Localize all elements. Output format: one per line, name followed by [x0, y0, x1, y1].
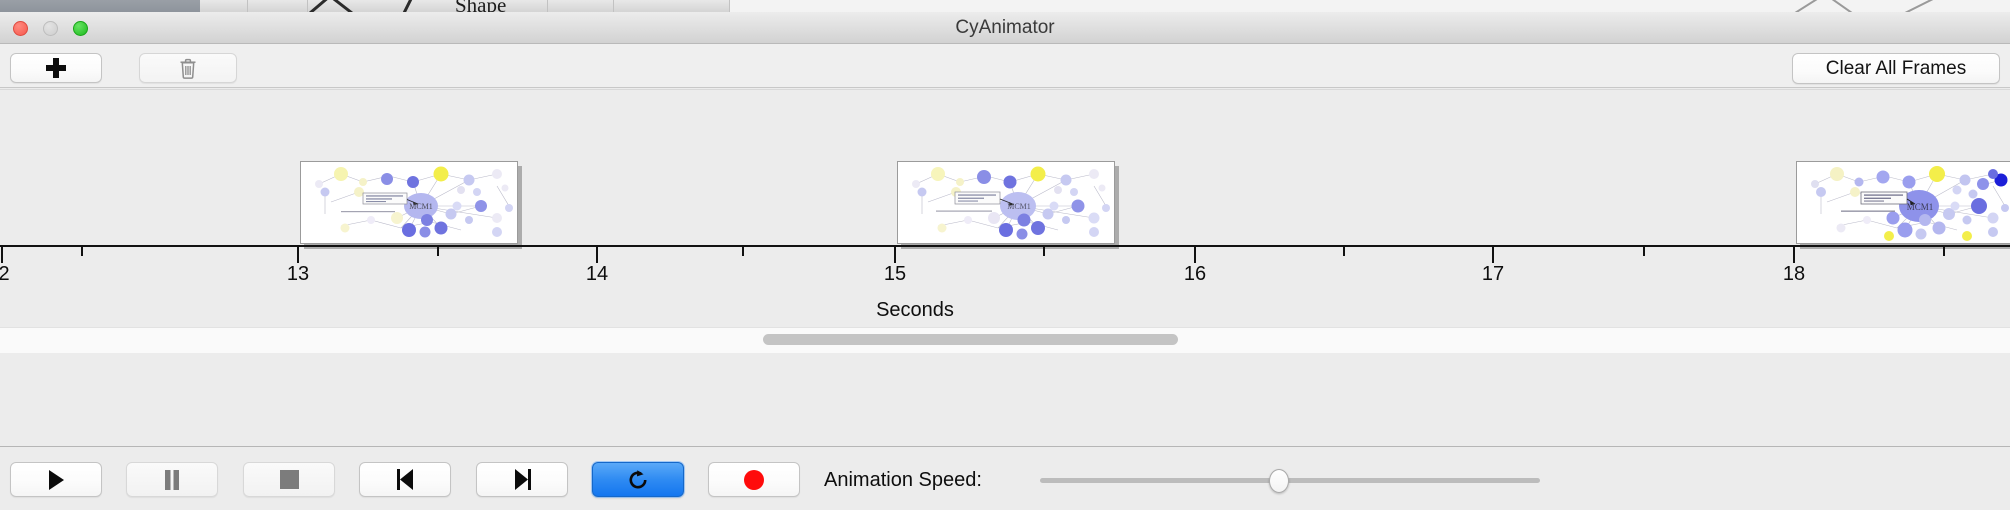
record-icon [744, 469, 764, 490]
axis-tick-label: 14 [585, 263, 609, 285]
stop-button[interactable] [243, 462, 335, 497]
axis-title: Seconds [0, 299, 2010, 322]
axis-tick-minor [742, 247, 744, 256]
axis-tick-label: 18 [1782, 263, 1806, 285]
axis-tick-major [596, 247, 598, 263]
axis-tick-minor [81, 247, 83, 256]
svg-text:MCM1: MCM1 [1007, 202, 1031, 211]
animation-speed-slider-thumb[interactable] [1269, 469, 1289, 493]
timeline-horizontal-scrollbar-thumb[interactable] [763, 334, 1178, 345]
axis-tick-label: 15 [883, 263, 907, 285]
stop-icon [279, 470, 299, 489]
background-window-segment [308, 0, 548, 12]
animation-speed-slider[interactable] [1040, 462, 1540, 497]
skip-end-icon [514, 469, 531, 490]
close-button[interactable] [13, 21, 28, 36]
axis-tick-label: 13 [286, 263, 310, 285]
axis-tick-minor [1043, 247, 1045, 256]
axis-tick-minor [1643, 247, 1645, 256]
window-titlebar: CyAnimator [0, 12, 2010, 44]
svg-text:MCM1: MCM1 [1907, 202, 1934, 212]
animation-speed-slider-track[interactable] [1040, 478, 1540, 483]
frame-thumbnail-1[interactable]: MCM1 [300, 161, 518, 244]
axis-tick-major [894, 247, 896, 263]
frame-thumbnail-3[interactable]: MCM1 [1796, 161, 2010, 244]
timeline-horizontal-scrollbar-track[interactable] [0, 327, 2010, 353]
record-button[interactable] [708, 462, 800, 497]
timeline-panel[interactable]: MCM1 [0, 89, 2010, 414]
animation-speed-label: Animation Speed: [824, 469, 982, 491]
background-window-segment [548, 0, 614, 12]
minimize-button[interactable] [43, 21, 58, 36]
loop-icon [629, 469, 647, 488]
network-graph-vivid: MCM1 [1811, 166, 2009, 241]
loop-button[interactable] [592, 462, 684, 497]
background-window-shape-label: Shape [455, 0, 507, 12]
axis-tick-label: 2 [0, 263, 10, 285]
axis-tick-major [1793, 247, 1795, 263]
play-button[interactable] [10, 462, 102, 497]
plus-icon [46, 58, 66, 78]
frame-thumbnail-2[interactable]: MCM1 [897, 161, 1115, 244]
maximize-button[interactable] [73, 21, 88, 36]
pause-icon [165, 469, 179, 490]
axis-tick-label: 16 [1183, 263, 1207, 285]
playback-control-bar: Animation Speed: [0, 446, 2010, 510]
axis-tick-label: 17 [1481, 263, 1505, 285]
axis-title-text: Seconds [876, 299, 954, 321]
trash-icon [180, 58, 196, 79]
background-window-strip: Shape [0, 0, 2010, 12]
timeline-top-divider [0, 89, 2010, 90]
clear-all-frames-label: Clear All Frames [1825, 57, 1967, 79]
skip-start-icon [396, 469, 413, 490]
play-icon [49, 469, 64, 490]
background-window-graph-edges [309, 0, 1934, 12]
axis-tick-major [1, 247, 3, 263]
add-frame-button[interactable] [10, 53, 102, 83]
axis-tick-minor [1343, 247, 1345, 256]
skip-to-start-button[interactable] [359, 462, 451, 497]
skip-to-end-button[interactable] [476, 462, 568, 497]
background-window-segment [614, 0, 730, 12]
network-graph-pale: MCM1 [912, 166, 1110, 240]
svg-text:MCM1: MCM1 [409, 202, 433, 211]
axis-tick-minor [1943, 247, 1945, 256]
background-window-dark-segment [0, 0, 200, 12]
delete-frame-button[interactable] [139, 53, 237, 83]
axis-tick-major [297, 247, 299, 263]
pause-button[interactable] [126, 462, 218, 497]
axis-tick-major [1194, 247, 1196, 263]
axis-tick-minor [437, 247, 439, 256]
background-window-segment [200, 0, 248, 12]
axis-tick-major [1492, 247, 1494, 263]
background-window-segment [248, 0, 308, 12]
top-toolbar: Clear All Frames [0, 44, 2010, 88]
window-title: CyAnimator [955, 17, 1055, 38]
timeline-axis-line [0, 245, 2010, 247]
network-graph-pale: MCM1 [315, 166, 513, 238]
clear-all-frames-button[interactable]: Clear All Frames [1792, 53, 2000, 84]
